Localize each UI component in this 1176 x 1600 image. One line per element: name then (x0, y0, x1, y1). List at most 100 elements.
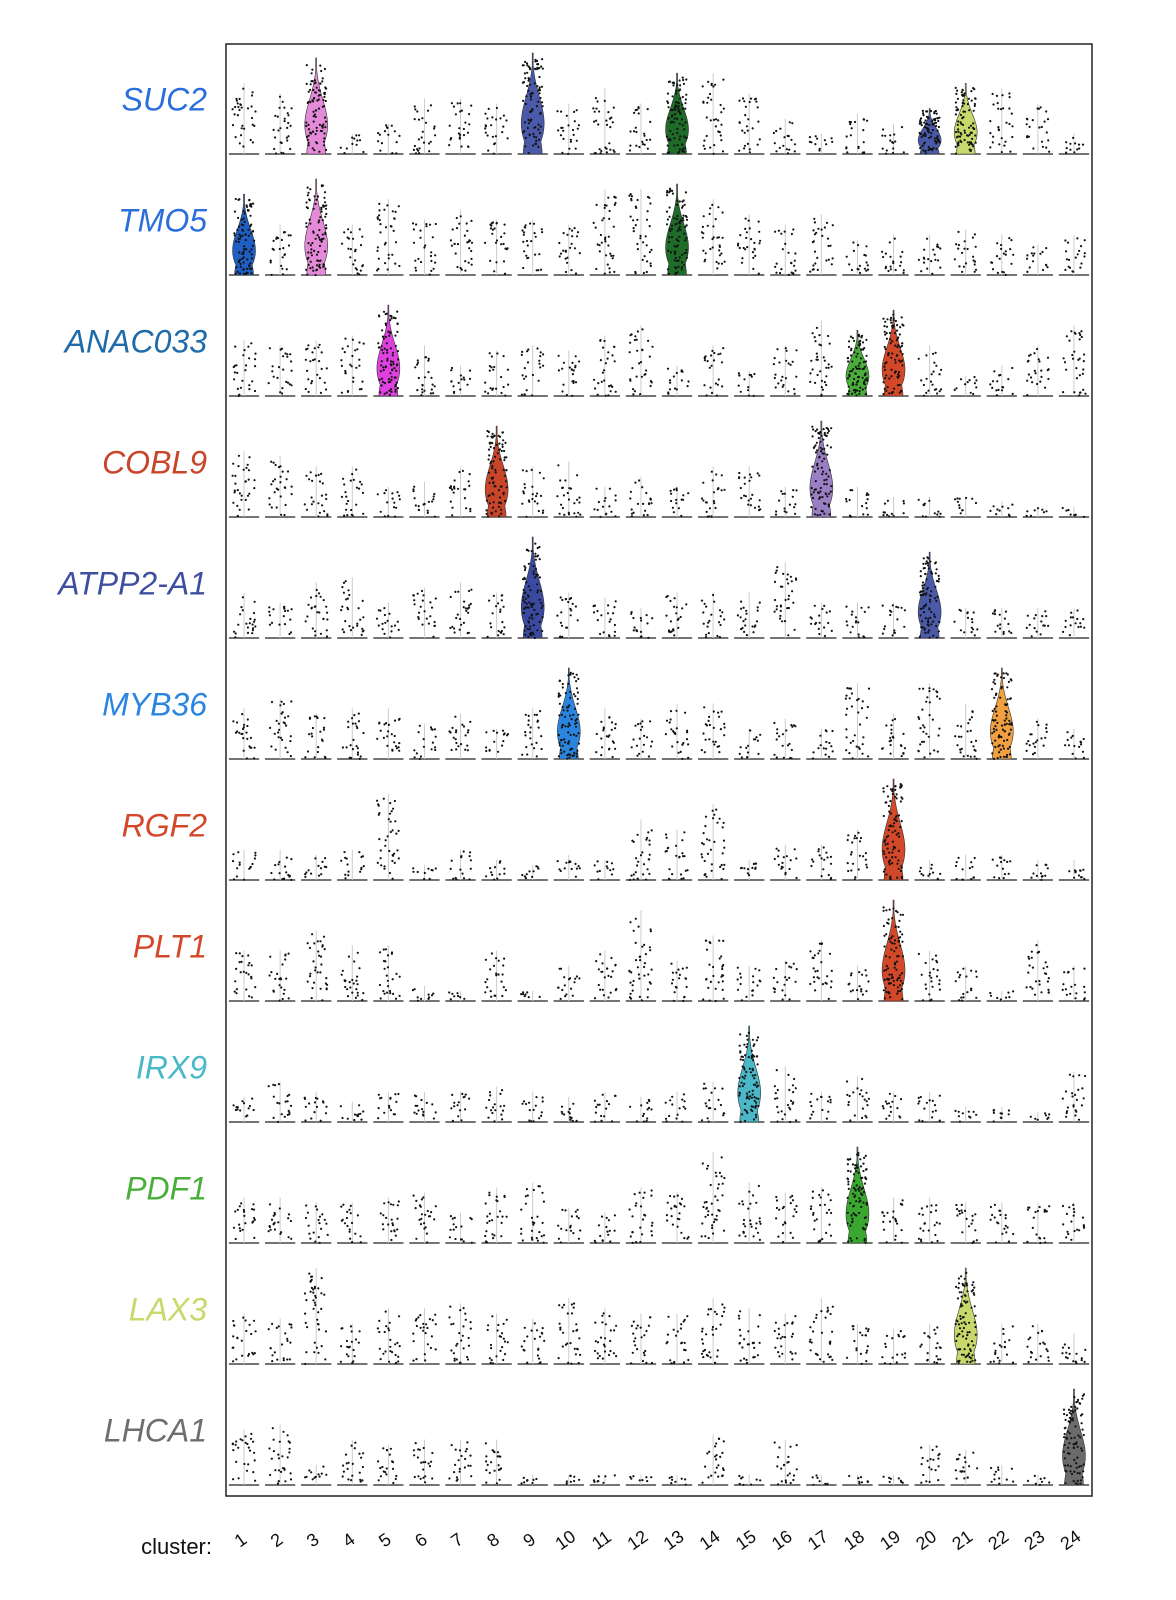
cell-dot (346, 345, 349, 348)
cell-dot (537, 509, 540, 513)
cell-dot (821, 473, 824, 476)
cell-dot (1041, 250, 1044, 254)
cell-dot (902, 732, 905, 736)
cell-dot (305, 64, 308, 67)
cell-dot (396, 330, 399, 333)
cell-dot (675, 709, 678, 712)
cell-dot (1033, 751, 1036, 755)
cell-dot (384, 312, 387, 316)
cell-dot (923, 248, 926, 251)
cell-dot (500, 512, 503, 515)
cell-dot (449, 626, 452, 630)
cell-dot (781, 492, 784, 495)
cell-dot (674, 272, 677, 275)
cell-dot (920, 626, 923, 629)
cell-dot (387, 378, 391, 381)
cell-dot (499, 502, 502, 505)
violin-anac033-cluster-18 (842, 330, 873, 397)
cell-dot (713, 600, 716, 603)
cell-dot (972, 611, 975, 614)
cell-dot (720, 262, 724, 265)
cell-dot (919, 119, 922, 122)
cell-dot (501, 445, 504, 448)
cell-dot (502, 385, 505, 389)
cell-dot (323, 510, 326, 513)
cell-dot (562, 137, 565, 140)
cell-dot (308, 717, 311, 720)
cell-dot (1000, 151, 1003, 154)
cell-dot (563, 867, 566, 870)
cell-dot (1008, 96, 1011, 99)
cell-dot (414, 259, 417, 262)
cell-dot (789, 363, 792, 366)
cell-dot (718, 245, 722, 248)
cell-dot (614, 515, 617, 518)
cell-dot (629, 341, 632, 344)
cell-dot (670, 228, 674, 231)
cell-dot (703, 359, 707, 362)
cell-dot (997, 745, 1000, 748)
cell-dot (784, 377, 788, 380)
cell-dot (793, 388, 796, 391)
cell-dot (742, 246, 745, 250)
cell-dot (394, 344, 397, 348)
cell-dot (811, 425, 814, 428)
cell-dot (849, 123, 852, 126)
cell-dot (685, 237, 688, 240)
cell-dot (717, 378, 720, 381)
cell-dot (717, 236, 721, 239)
cell-dot (499, 117, 502, 120)
cell-dot (307, 390, 310, 393)
cell-dot (666, 367, 670, 370)
cell-dot (720, 361, 724, 364)
cell-dot (571, 394, 574, 397)
cell-dot (683, 263, 686, 266)
cell-dot (845, 707, 849, 710)
cell-dot (498, 449, 501, 452)
cell-dot (314, 634, 317, 637)
cell-dot (821, 234, 824, 237)
cell-dot (896, 384, 900, 387)
cell-dot (960, 122, 963, 125)
cell-dot (531, 497, 534, 501)
violin-anac033-cluster-24 (1058, 325, 1090, 397)
cell-dot (813, 513, 817, 516)
violin-atpp2-a1-cluster-11 (589, 597, 621, 639)
cell-dot (815, 352, 818, 355)
cell-dot (539, 96, 542, 100)
cell-dot (575, 139, 578, 142)
cell-dot (459, 617, 462, 621)
cell-dot (785, 148, 789, 151)
cell-dot (647, 636, 650, 640)
violin-tmo5-cluster-2 (264, 224, 296, 276)
violin-myb36-cluster-6 (409, 723, 440, 761)
cell-dot (382, 337, 385, 340)
cell-dot (391, 497, 394, 500)
cell-dot (358, 487, 361, 490)
cell-dot (277, 731, 280, 734)
cell-dot (669, 489, 672, 492)
cell-dot (893, 631, 897, 634)
cell-dot (396, 350, 399, 353)
cell-dot (527, 595, 530, 598)
cell-dot (682, 219, 685, 222)
cell-dot (467, 589, 471, 593)
cell-dot (748, 100, 751, 104)
cell-dot (814, 451, 818, 454)
cell-dot (630, 515, 634, 518)
cell-dot (495, 106, 498, 110)
cell-dot (539, 710, 542, 713)
cell-dot (305, 201, 308, 204)
cell-dot (305, 121, 308, 124)
cell-dot (971, 236, 975, 239)
cell-dot (1008, 723, 1011, 726)
cell-dot (850, 515, 853, 518)
cell-dot (685, 78, 688, 81)
cell-dot (773, 610, 776, 613)
cell-dot (628, 351, 631, 354)
cell-dot (522, 599, 525, 602)
cell-dot (758, 601, 761, 604)
cell-dot (811, 268, 814, 271)
cell-dot (919, 575, 922, 578)
cell-dot (246, 626, 249, 629)
